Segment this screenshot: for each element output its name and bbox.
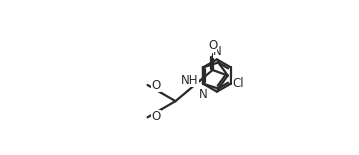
Text: O: O [208,39,217,52]
Text: N: N [199,88,207,101]
Text: Cl: Cl [233,77,244,90]
Text: O: O [151,79,160,92]
Text: N: N [213,45,221,58]
Text: O: O [151,110,160,123]
Text: NH: NH [181,74,199,87]
